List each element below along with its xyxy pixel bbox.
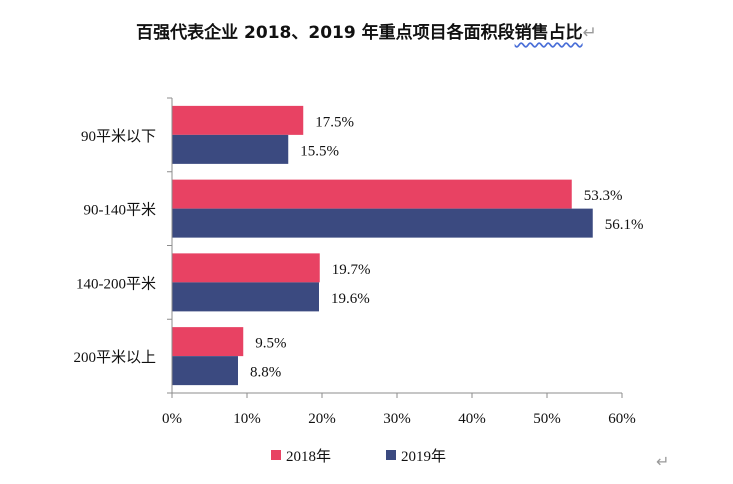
data-label: 17.5% bbox=[315, 114, 354, 130]
spellcheck-squiggle-text: 销售占比 bbox=[514, 23, 583, 43]
paragraph-mark-icon: ↵ bbox=[582, 23, 597, 43]
paragraph-mark-icon: ↵ bbox=[656, 452, 670, 471]
x-tick-label: 10% bbox=[233, 411, 261, 427]
category-label: 90平米以下 bbox=[81, 128, 156, 145]
bar-2018 bbox=[172, 327, 244, 357]
category-label: 200平米以上 bbox=[73, 349, 156, 366]
data-label: 56.1% bbox=[605, 217, 644, 233]
data-label: 15.5% bbox=[300, 143, 339, 159]
data-label: 8.8% bbox=[250, 365, 281, 381]
x-tick-label: 50% bbox=[533, 411, 561, 427]
x-tick-label: 40% bbox=[458, 411, 486, 427]
data-label: 19.7% bbox=[332, 262, 371, 278]
data-label: 9.5% bbox=[255, 336, 286, 352]
bar-2018 bbox=[172, 179, 572, 209]
category-label: 90-140平米 bbox=[84, 202, 157, 219]
bar-2018 bbox=[172, 105, 304, 135]
bar-2019 bbox=[172, 282, 319, 312]
chart-title: 百强代表企业 2018、2019 年重点项目各面积段销售占比↵ bbox=[0, 18, 733, 43]
x-tick-label: 30% bbox=[383, 411, 411, 427]
x-tick-label: 60% bbox=[608, 411, 636, 427]
data-label: 19.6% bbox=[331, 291, 370, 307]
data-label: 53.3% bbox=[584, 188, 623, 204]
bar-2018 bbox=[172, 253, 320, 283]
bar-2019 bbox=[172, 208, 593, 238]
chart-title-text: 百强代表企业 2018、2019 年重点项目各面积段 bbox=[136, 23, 515, 43]
bar-2019 bbox=[172, 134, 289, 164]
legend-label: 2018年 bbox=[286, 448, 331, 465]
x-tick-label: 20% bbox=[308, 411, 336, 427]
bar-2019 bbox=[172, 356, 238, 386]
x-tick-label: 0% bbox=[162, 411, 182, 427]
legend-label: 2019年 bbox=[401, 448, 446, 465]
legend-swatch-2019 bbox=[386, 450, 396, 460]
category-label: 140-200平米 bbox=[76, 275, 156, 292]
legend-swatch-2018 bbox=[271, 450, 281, 460]
